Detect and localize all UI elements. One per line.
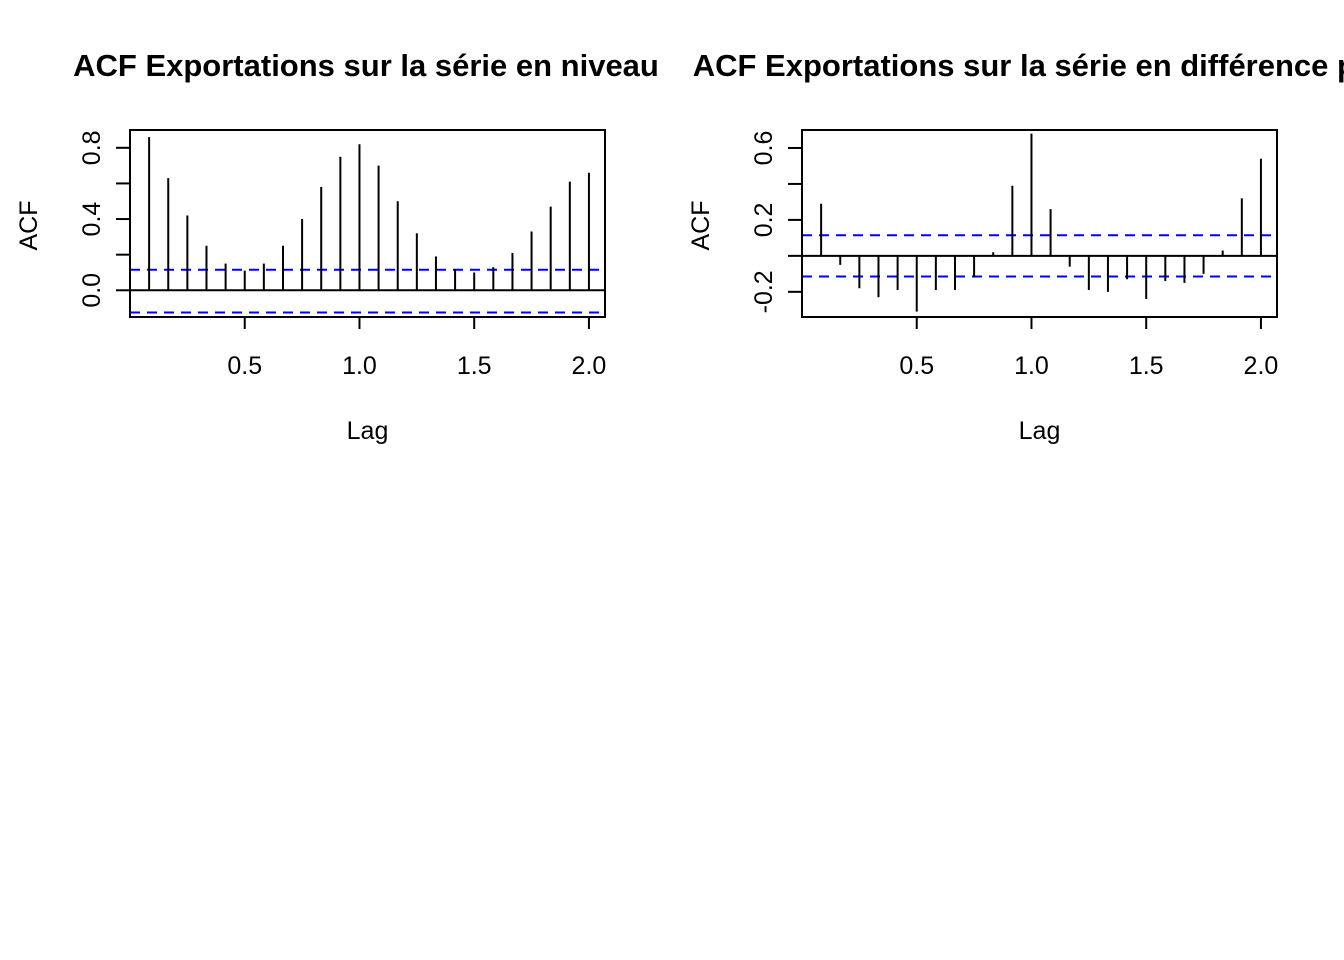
acf-panel-level: ACF Exportations sur la série en niveau 0… — [15, 48, 659, 445]
x-tick-label: 1.5 — [1129, 352, 1164, 380]
x-axis-label: Lag — [347, 417, 389, 445]
y-tick-label: 0.0 — [78, 273, 106, 308]
acf-panel-difference: ACF Exportations sur la série en différe… — [687, 48, 1344, 445]
y-tick-label: 0.6 — [750, 131, 778, 166]
y-axis-label: ACF — [687, 201, 715, 251]
y-tick-label: 0.8 — [78, 130, 106, 165]
plot-frame — [801, 129, 1278, 318]
y-tick-label: 0.4 — [78, 202, 106, 237]
chart-title: ACF Exportations sur la série en niveau — [73, 48, 659, 83]
x-axis-label: Lag — [1019, 417, 1061, 445]
plot-frame — [129, 129, 606, 318]
y-tick-label: 0.2 — [750, 203, 778, 238]
y-axis-label: ACF — [15, 201, 43, 251]
chart-title: ACF Exportations sur la série en différe… — [693, 48, 1344, 83]
x-tick-label: 0.5 — [227, 352, 262, 380]
x-tick-label: 2.0 — [572, 352, 607, 380]
y-tick-label: -0.2 — [750, 270, 778, 313]
x-tick-label: 1.0 — [1014, 352, 1049, 380]
x-tick-label: 1.5 — [457, 352, 492, 380]
x-tick-label: 2.0 — [1244, 352, 1279, 380]
x-tick-label: 0.5 — [899, 352, 934, 380]
x-tick-label: 1.0 — [342, 352, 377, 380]
